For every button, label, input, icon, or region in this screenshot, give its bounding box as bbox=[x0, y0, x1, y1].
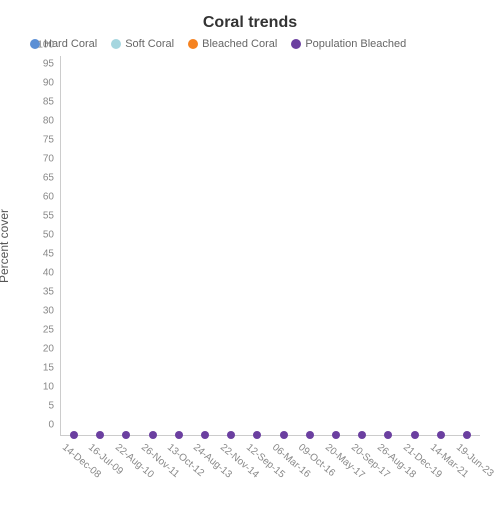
legend-swatch bbox=[188, 39, 198, 49]
y-tick: 15 bbox=[28, 363, 54, 374]
y-tick: 65 bbox=[28, 173, 54, 184]
y-tick: 60 bbox=[28, 192, 54, 203]
y-tick: 45 bbox=[28, 249, 54, 260]
y-tick: 40 bbox=[28, 268, 54, 279]
y-tick: 50 bbox=[28, 230, 54, 241]
y-axis-label: Percent cover bbox=[0, 209, 11, 283]
legend: Hard CoralSoft CoralBleached CoralPopula… bbox=[10, 38, 490, 50]
legend-item: Bleached Coral bbox=[188, 38, 277, 50]
y-tick: 20 bbox=[28, 344, 54, 355]
y-tick: 80 bbox=[28, 116, 54, 127]
chart-container: Coral trends Hard CoralSoft CoralBleache… bbox=[0, 0, 500, 500]
y-tick: 30 bbox=[28, 306, 54, 317]
y-axis: 0510152025303540455055606570758085909510… bbox=[28, 56, 58, 436]
y-tick: 85 bbox=[28, 97, 54, 108]
legend-item: Soft Coral bbox=[111, 38, 174, 50]
y-tick: 10 bbox=[28, 382, 54, 393]
y-tick: 90 bbox=[28, 78, 54, 89]
y-tick: 75 bbox=[28, 135, 54, 146]
y-tick: 0 bbox=[28, 420, 54, 431]
legend-label: Population Bleached bbox=[305, 38, 406, 50]
legend-label: Bleached Coral bbox=[202, 38, 277, 50]
plot-area bbox=[60, 56, 480, 436]
legend-label: Soft Coral bbox=[125, 38, 174, 50]
x-axis: 14-Dec-0816-Jul-0922-Aug-1026-Nov-1113-O… bbox=[60, 436, 480, 506]
y-tick: 35 bbox=[28, 287, 54, 298]
y-tick: 55 bbox=[28, 211, 54, 222]
y-tick: 70 bbox=[28, 154, 54, 165]
y-tick: 5 bbox=[28, 401, 54, 412]
legend-item: Population Bleached bbox=[291, 38, 406, 50]
y-tick: 100 bbox=[28, 40, 54, 51]
chart-title: Coral trends bbox=[10, 14, 490, 32]
y-tick: 25 bbox=[28, 325, 54, 336]
legend-swatch bbox=[111, 39, 121, 49]
plot-wrapper: Percent cover 05101520253035404550556065… bbox=[10, 56, 490, 436]
y-tick: 95 bbox=[28, 59, 54, 70]
legend-swatch bbox=[291, 39, 301, 49]
